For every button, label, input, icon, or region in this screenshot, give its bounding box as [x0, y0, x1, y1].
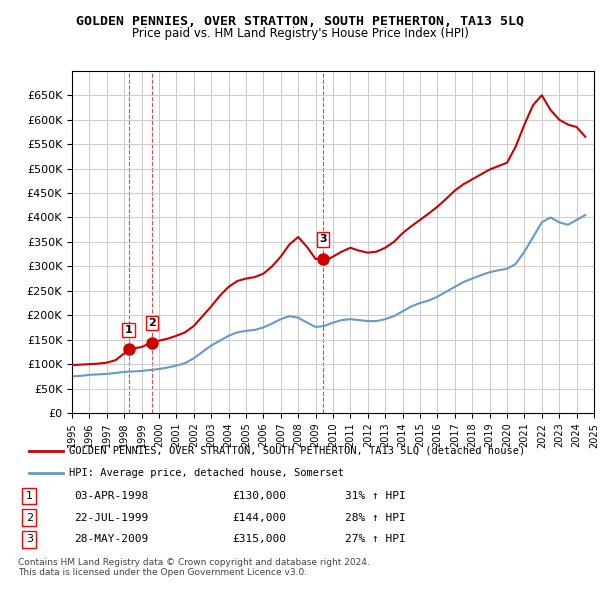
Text: 27% ↑ HPI: 27% ↑ HPI: [345, 535, 406, 545]
Text: 2: 2: [26, 513, 33, 523]
Text: £130,000: £130,000: [232, 491, 286, 501]
Text: HPI: Average price, detached house, Somerset: HPI: Average price, detached house, Some…: [69, 468, 344, 478]
Text: 28% ↑ HPI: 28% ↑ HPI: [345, 513, 406, 523]
Text: Contains HM Land Registry data © Crown copyright and database right 2024.: Contains HM Land Registry data © Crown c…: [18, 558, 370, 566]
Text: This data is licensed under the Open Government Licence v3.0.: This data is licensed under the Open Gov…: [18, 568, 307, 576]
Text: £315,000: £315,000: [232, 535, 286, 545]
Text: Price paid vs. HM Land Registry's House Price Index (HPI): Price paid vs. HM Land Registry's House …: [131, 27, 469, 40]
Text: £144,000: £144,000: [232, 513, 286, 523]
Text: 3: 3: [319, 234, 326, 244]
Text: 28-MAY-2009: 28-MAY-2009: [74, 535, 149, 545]
Text: 2: 2: [148, 318, 155, 328]
Text: 22-JUL-1999: 22-JUL-1999: [74, 513, 149, 523]
Text: 1: 1: [125, 324, 133, 335]
Text: 03-APR-1998: 03-APR-1998: [74, 491, 149, 501]
Text: 1: 1: [26, 491, 33, 501]
Text: GOLDEN PENNIES, OVER STRATTON, SOUTH PETHERTON, TA13 5LQ: GOLDEN PENNIES, OVER STRATTON, SOUTH PET…: [76, 15, 524, 28]
Text: GOLDEN PENNIES, OVER STRATTON, SOUTH PETHERTON, TA13 5LQ (detached house): GOLDEN PENNIES, OVER STRATTON, SOUTH PET…: [69, 445, 525, 455]
Text: 3: 3: [26, 535, 33, 545]
Text: 31% ↑ HPI: 31% ↑ HPI: [345, 491, 406, 501]
